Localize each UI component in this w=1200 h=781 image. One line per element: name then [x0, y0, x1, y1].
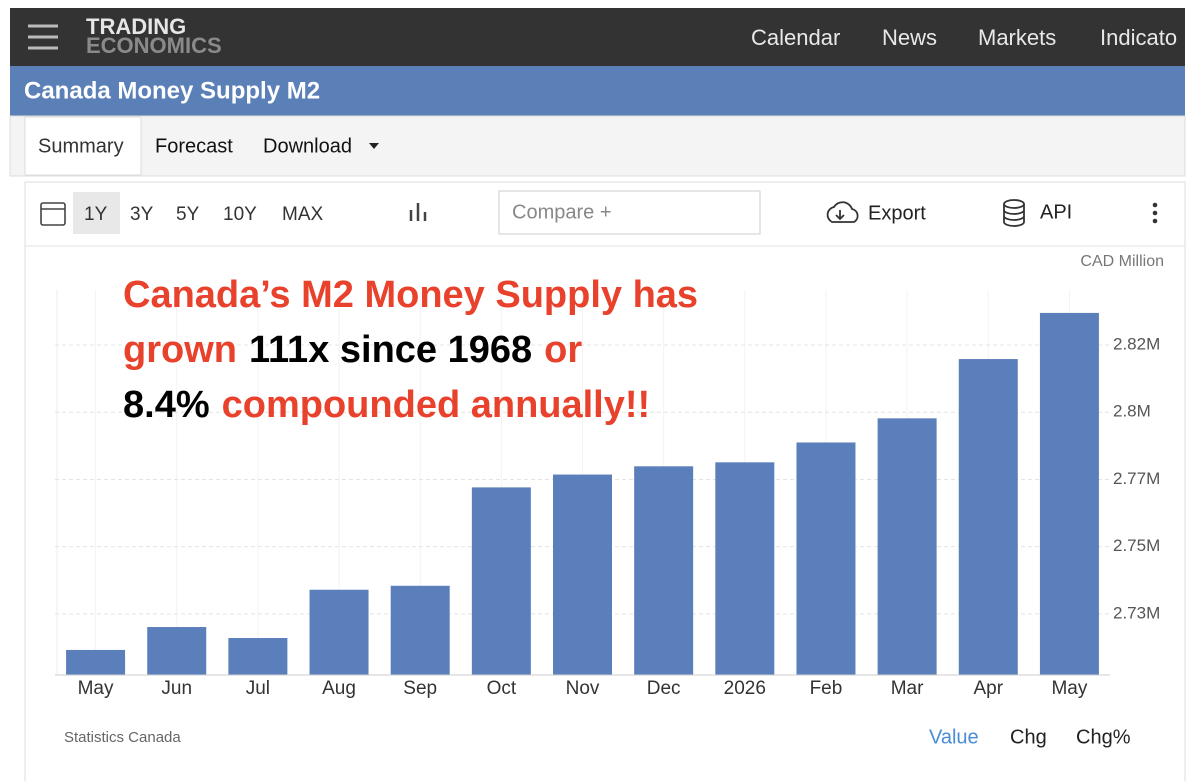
bar: [66, 649, 126, 675]
logo-bottom[interactable]: ECONOMICS: [86, 33, 222, 58]
range-button[interactable]: 3Y: [130, 204, 154, 225]
title-bar: [10, 66, 1185, 116]
x-tick-label: May: [1051, 678, 1087, 699]
bar: [958, 359, 1018, 675]
x-tick-label: Jul: [246, 678, 270, 699]
x-tick-label: Dec: [647, 678, 681, 699]
bar: [553, 474, 612, 675]
nav-link[interactable]: Markets: [978, 25, 1056, 50]
x-tick-label: Feb: [810, 678, 843, 699]
tab-bar: [9, 115, 1186, 177]
more-icon[interactable]: [1152, 202, 1158, 224]
annotation-text: 8.4%: [123, 384, 210, 426]
tab[interactable]: Download: [263, 135, 352, 157]
bar: [390, 585, 450, 675]
annotation-line: grown 111x since 1968 or: [123, 329, 582, 371]
annotation-text: or: [544, 329, 582, 371]
x-tick-label: 2026: [724, 678, 766, 699]
compare-input[interactable]: [498, 190, 761, 235]
bar: [796, 442, 856, 675]
x-tick-label: Nov: [566, 678, 600, 699]
compare-placeholder[interactable]: Compare +: [512, 201, 612, 223]
annotation-text: compounded annually!!: [222, 384, 651, 426]
active-tab-bg: [24, 116, 142, 176]
nav-bar: [10, 8, 1185, 66]
nav-link[interactable]: Indicato: [1100, 25, 1177, 50]
x-tick-label: Aug: [322, 678, 356, 699]
range-button[interactable]: 1Y: [84, 204, 108, 225]
calendar-icon[interactable]: [40, 202, 66, 226]
x-tick-label: Jun: [161, 678, 192, 699]
tab[interactable]: Summary: [38, 135, 124, 157]
view-button[interactable]: Chg: [1010, 726, 1047, 748]
annotation-text: Canada’s M2 Money Supply has: [123, 274, 698, 316]
view-button[interactable]: Value: [929, 726, 979, 748]
annotation-line: 8.4% compounded annually!!: [123, 384, 650, 426]
unit-label: CAD Million: [1080, 253, 1164, 270]
y-tick-label: 2.82M: [1113, 334, 1160, 353]
tab[interactable]: Forecast: [155, 135, 233, 157]
x-tick-label: May: [78, 678, 114, 699]
range-button[interactable]: 10Y: [223, 204, 257, 225]
export-button[interactable]: Export: [868, 202, 926, 224]
menu-icon[interactable]: [28, 24, 58, 50]
range-button[interactable]: MAX: [282, 204, 324, 225]
bar: [877, 418, 937, 675]
page-title: Canada Money Supply M2: [24, 77, 320, 104]
nav-link[interactable]: Calendar: [751, 25, 840, 50]
logo-top[interactable]: TRADING: [86, 14, 186, 39]
annotation-text: grown: [123, 329, 237, 371]
bar: [715, 462, 775, 675]
bar: [1039, 312, 1099, 675]
nav-link[interactable]: News: [882, 25, 937, 50]
export-icon[interactable]: [826, 201, 859, 223]
bar: [309, 589, 369, 675]
x-tick-label: Mar: [891, 678, 924, 699]
api-button[interactable]: API: [1040, 201, 1072, 223]
range-button[interactable]: 5Y: [176, 204, 200, 225]
dropdown-caret[interactable]: [369, 143, 379, 149]
bar: [228, 638, 288, 675]
x-tick-label: Oct: [487, 678, 517, 699]
y-tick-label: 2.75M: [1113, 536, 1160, 555]
annotation-line: Canada’s M2 Money Supply has: [123, 274, 698, 316]
view-button[interactable]: Chg%: [1076, 726, 1131, 748]
active-range-bg: [73, 192, 120, 234]
y-tick-label: 2.73M: [1113, 603, 1160, 622]
annotation-text: 111x since 1968: [249, 329, 532, 371]
y-tick-label: 2.8M: [1113, 402, 1151, 421]
x-tick-label: Sep: [403, 678, 437, 699]
bar: [471, 487, 531, 675]
chart-type-icon[interactable]: [409, 203, 427, 221]
y-tick-label: 2.77M: [1113, 469, 1160, 488]
x-tick-label: Apr: [973, 678, 1003, 699]
api-icon[interactable]: [1003, 199, 1025, 227]
source: Statistics Canada: [64, 729, 181, 746]
bar: [147, 627, 207, 675]
bar: [634, 466, 694, 675]
